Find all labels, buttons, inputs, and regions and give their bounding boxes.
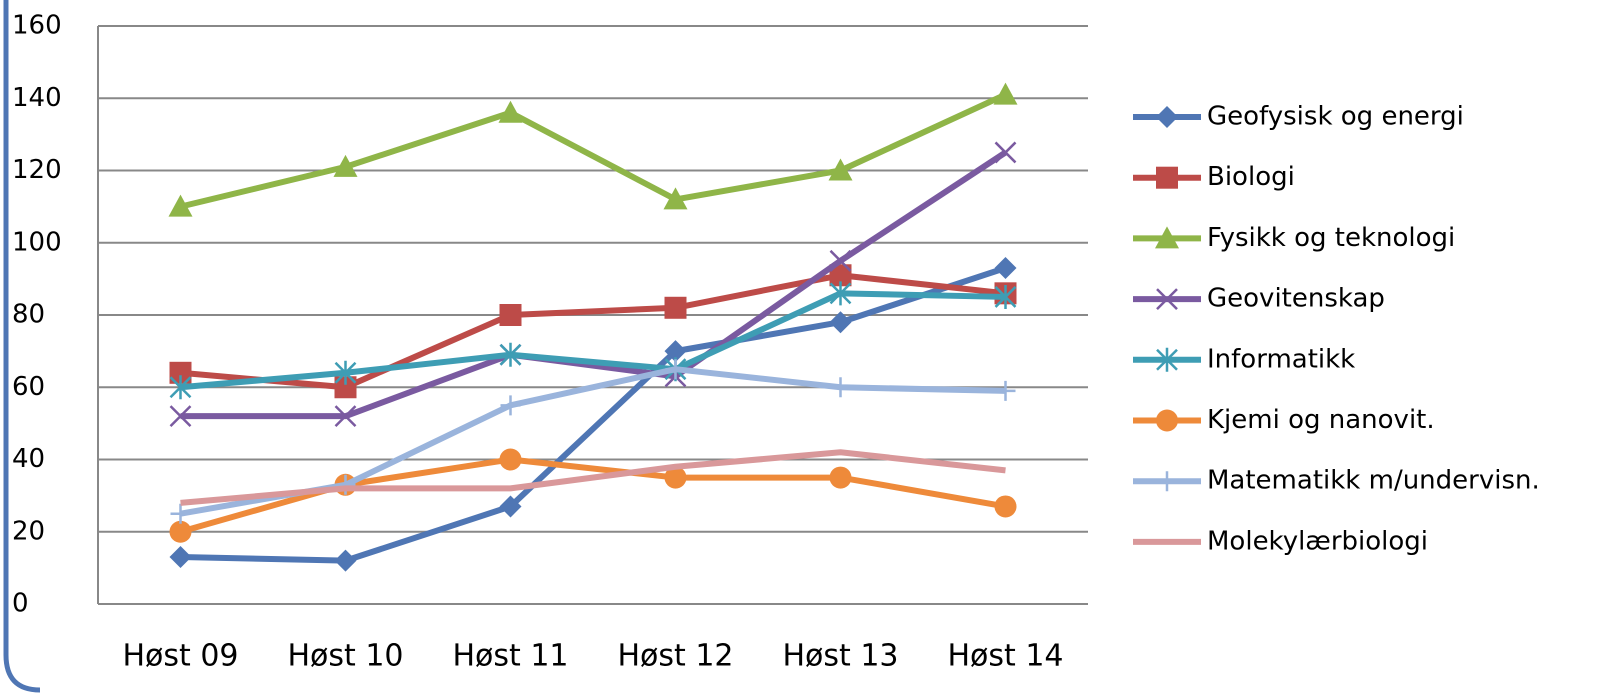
marker xyxy=(829,281,852,306)
x-tick-label: Høst 09 xyxy=(122,639,238,674)
marker xyxy=(995,380,1016,401)
series xyxy=(169,281,1017,400)
y-tick-label: 20 xyxy=(12,516,45,546)
series xyxy=(180,449,1006,506)
marker xyxy=(829,264,852,287)
y-tick-label: 100 xyxy=(12,227,62,257)
frame xyxy=(3,0,41,693)
legend-label: Geofysisk og energi xyxy=(1207,102,1464,132)
marker xyxy=(1156,288,1178,310)
marker xyxy=(500,395,521,416)
marker xyxy=(994,495,1017,518)
y-tick-label: 0 xyxy=(12,589,29,619)
y-tick-label: 120 xyxy=(12,155,62,185)
marker xyxy=(499,495,522,518)
series-line xyxy=(180,149,1008,420)
marker xyxy=(828,158,853,181)
marker xyxy=(334,549,357,572)
marker xyxy=(169,520,192,543)
marker xyxy=(829,466,852,489)
series-line xyxy=(180,265,1007,564)
marker xyxy=(1156,347,1178,372)
marker xyxy=(333,154,358,177)
marker xyxy=(335,474,356,495)
y-tick-label: 140 xyxy=(12,83,62,113)
marker xyxy=(498,100,523,123)
x-tick-label: Høst 13 xyxy=(782,639,898,674)
x-tick-label: Høst 10 xyxy=(287,639,403,674)
legend-label: Molekylærbiologi xyxy=(1207,526,1428,556)
marker xyxy=(170,503,191,524)
x-tick-label: Høst 14 xyxy=(947,639,1063,674)
marker xyxy=(1156,166,1178,189)
marker xyxy=(993,82,1018,105)
marker xyxy=(499,448,522,471)
series-line xyxy=(180,290,1006,391)
marker xyxy=(169,405,192,428)
y-tick-label: 80 xyxy=(12,300,45,330)
legend-label: Matematikk m/undervisn. xyxy=(1207,466,1540,496)
series-line xyxy=(179,91,1007,210)
marker xyxy=(168,194,193,217)
marker xyxy=(1156,106,1178,128)
marker xyxy=(664,296,687,319)
marker xyxy=(994,284,1017,309)
legend-label: Biologi xyxy=(1207,162,1295,192)
y-tick-label: 60 xyxy=(12,372,45,402)
legend-label: Geovitenskap xyxy=(1207,284,1385,314)
series xyxy=(169,264,1017,399)
y-tick-label: 160 xyxy=(12,11,62,41)
series-line xyxy=(179,456,1007,535)
y-tick-label: 40 xyxy=(12,444,45,474)
marker xyxy=(169,375,192,400)
marker xyxy=(499,342,522,367)
x-tick-label: Høst 11 xyxy=(452,639,568,674)
marker xyxy=(663,187,688,210)
marker xyxy=(664,340,687,363)
legend-label: Fysikk og teknologi xyxy=(1207,223,1455,253)
series xyxy=(169,257,1017,572)
marker xyxy=(499,304,522,326)
marker xyxy=(829,311,852,334)
marker xyxy=(169,361,192,384)
marker xyxy=(334,405,357,428)
x-tick-label: Høst 12 xyxy=(617,639,733,674)
legend-label: Kjemi og nanovit. xyxy=(1207,405,1435,435)
marker xyxy=(1155,226,1179,249)
marker xyxy=(1157,471,1177,492)
marker xyxy=(830,377,851,398)
legend-label: Informatikk xyxy=(1207,344,1355,374)
marker xyxy=(829,249,852,272)
series-line xyxy=(180,272,1006,391)
series-line xyxy=(180,449,1006,506)
marker xyxy=(994,257,1017,280)
marker xyxy=(664,466,687,489)
marker xyxy=(334,376,357,399)
marker xyxy=(665,359,686,380)
marker xyxy=(169,546,192,569)
marker xyxy=(334,360,357,385)
marker xyxy=(1156,409,1178,432)
marker xyxy=(994,141,1017,164)
series xyxy=(168,82,1018,217)
